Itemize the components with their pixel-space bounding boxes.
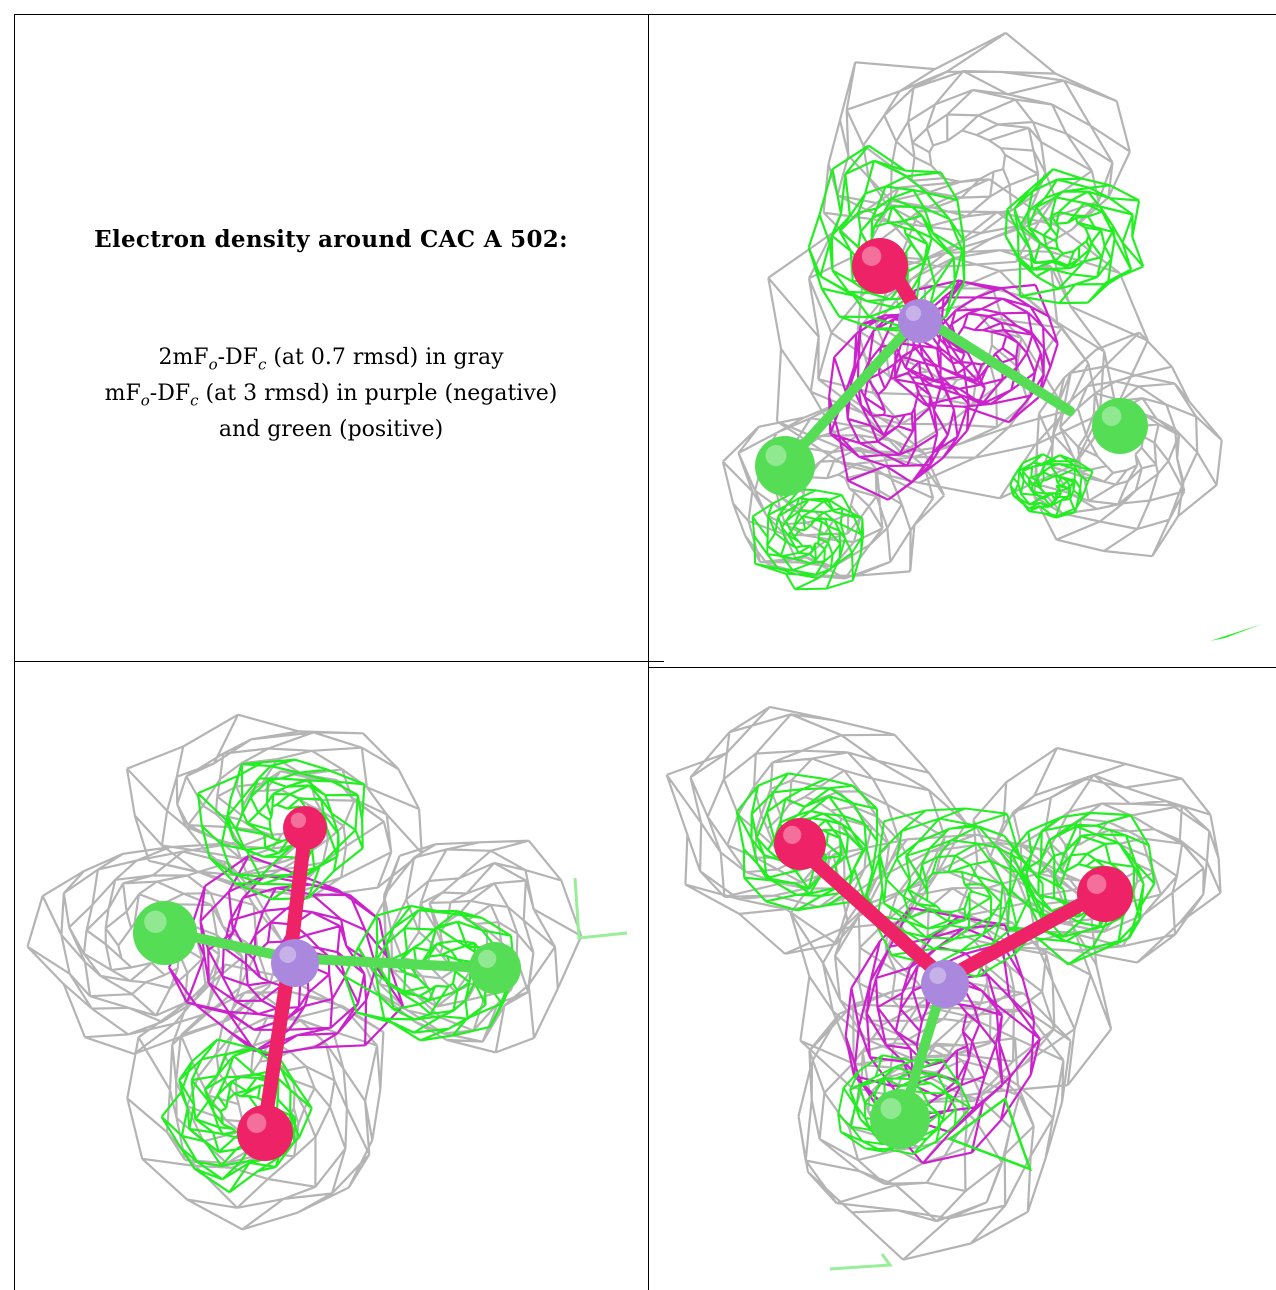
- chlorine-atom-left: [755, 436, 815, 496]
- oxygen-atom: [852, 238, 908, 294]
- bond-as-cl-right: [915, 311, 1075, 416]
- green-mesh-positive-center: [807, 144, 966, 333]
- green-mesh-positive-right: [343, 904, 516, 1042]
- axis-marker: [829, 1253, 893, 1271]
- chlorine-atom-right: [1092, 398, 1148, 454]
- density-panel-bottom-left: [15, 663, 647, 1290]
- arsenic-atom: [898, 299, 942, 343]
- green-mesh-positive-bottom: [160, 1038, 313, 1194]
- bond-as-o-bottom: [258, 951, 297, 1130]
- table-divider-horizontal: [14, 661, 664, 662]
- caption-line-2mfo-dfc: 2mFo-DFc (at 0.7 rmsd) in gray: [158, 345, 504, 374]
- arsenic-atom: [271, 939, 319, 987]
- gray-mesh-top: [822, 31, 1131, 268]
- table-border-top: [14, 14, 1276, 15]
- bond-as-o-left: [793, 842, 952, 986]
- table-border-left: [14, 14, 15, 1290]
- oxygen-atom-bottom: [237, 1105, 293, 1161]
- bond-as-o-right: [938, 887, 1107, 986]
- density-render-bottom-right: [665, 705, 1222, 1271]
- table-divider-vertical: [648, 14, 649, 1290]
- density-render-bottom-left: [26, 713, 628, 1231]
- green-mesh-positive-top-right: [1004, 168, 1145, 305]
- oxygen-atom-right: [1077, 866, 1133, 922]
- caption-line-mfo-dfc: mFo-DFc (at 3 rmsd) in purple (negative): [104, 381, 558, 410]
- chlorine-atom-left: [133, 901, 197, 965]
- caption-line-colors: and green (positive): [218, 417, 444, 442]
- bond-as-cl-right: [285, 953, 490, 973]
- oxygen-atom-top: [283, 806, 327, 850]
- green-mesh-fragment: [947, 1097, 1033, 1172]
- caption-body: 2mFo-DFc (at 0.7 rmsd) in gray mFo-DFc (…: [14, 340, 648, 448]
- density-panel-top-right: [650, 16, 1276, 661]
- density-render-top-right: [721, 31, 1262, 641]
- table-divider-horizontal-right: [648, 667, 1276, 668]
- caption-cell: Electron density around CAC A 502: 2mFo-…: [14, 16, 648, 661]
- bond-as-o-top: [283, 826, 312, 965]
- chlorine-atom: [870, 1089, 930, 1149]
- arsenic-atom: [921, 960, 969, 1008]
- green-mesh-positive-bottom-right: [1009, 453, 1094, 519]
- axis-marker: [1210, 624, 1262, 641]
- chlorine-atom-right: [469, 942, 521, 994]
- green-mesh-positive-bottom-left: [751, 488, 865, 591]
- density-panel-bottom-right: [650, 669, 1276, 1290]
- caption-title: Electron density around CAC A 502:: [94, 226, 568, 253]
- axis-marker: [573, 877, 628, 940]
- oxygen-atom-left: [774, 818, 826, 870]
